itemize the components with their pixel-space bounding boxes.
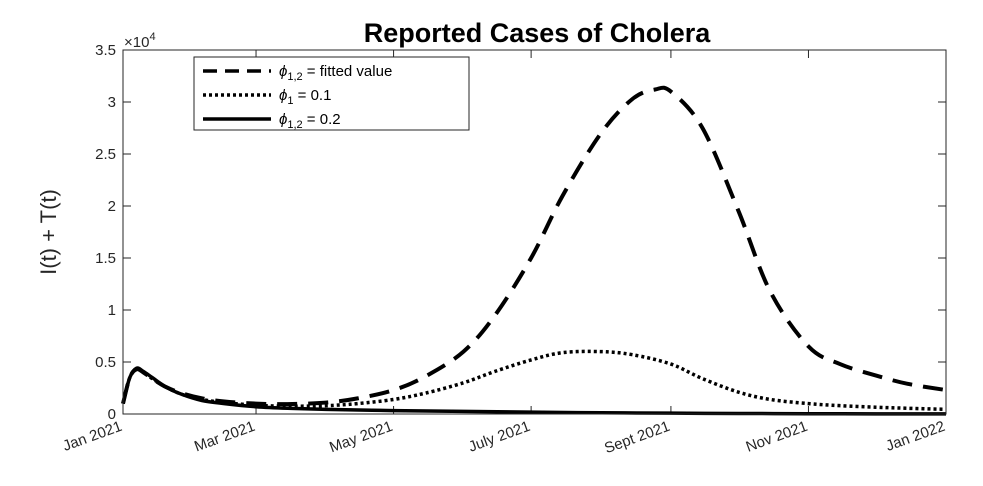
x-tick-label: July 2021 (466, 418, 532, 456)
legend-label-fitted: ϕ1,2 = fitted value (279, 63, 392, 83)
x-tick-label: Sept 2021 (602, 418, 672, 457)
y-axis-label: I(t) + T(t) (36, 189, 61, 275)
series-line-phi1 (121, 349, 947, 412)
legend: ϕ1,2 = fitted value ϕ1 = 0.1 ϕ1,2 = 0.2 (193, 56, 470, 131)
x-tick-label: Jan 2021 (61, 418, 125, 455)
y-tick-label: 3 (108, 94, 116, 111)
y-tick-label: 2 (108, 198, 116, 215)
series-line-fitted (121, 85, 947, 407)
y-axis-multiplier: ×104 (124, 31, 156, 51)
legend-label-phi1: ϕ1 = 0.1 (279, 87, 331, 107)
legend-label-phi12: ϕ1,2 = 0.2 (279, 111, 341, 131)
x-tick-label: Jan 2022 (884, 418, 948, 455)
series-line-phi12 (121, 366, 947, 416)
chart-title: Reported Cases of Cholera (364, 18, 712, 48)
x-tick-label: Nov 2021 (744, 418, 810, 456)
y-tick-label: 3.5 (95, 42, 116, 59)
axes-box (122, 49, 947, 415)
y-axis-multiplier-exponent: 4 (149, 31, 155, 43)
y-tick-label: 0.5 (95, 354, 116, 371)
x-tick-label: Mar 2021 (192, 418, 257, 456)
y-tick-label: 0 (108, 406, 116, 423)
y-tick-label: 1 (108, 302, 116, 319)
y-axis-multiplier-base: ×10 (124, 34, 149, 51)
y-tick-label: 1.5 (95, 250, 116, 267)
x-tick-label: May 2021 (327, 418, 395, 457)
y-tick-label: 2.5 (95, 146, 116, 163)
